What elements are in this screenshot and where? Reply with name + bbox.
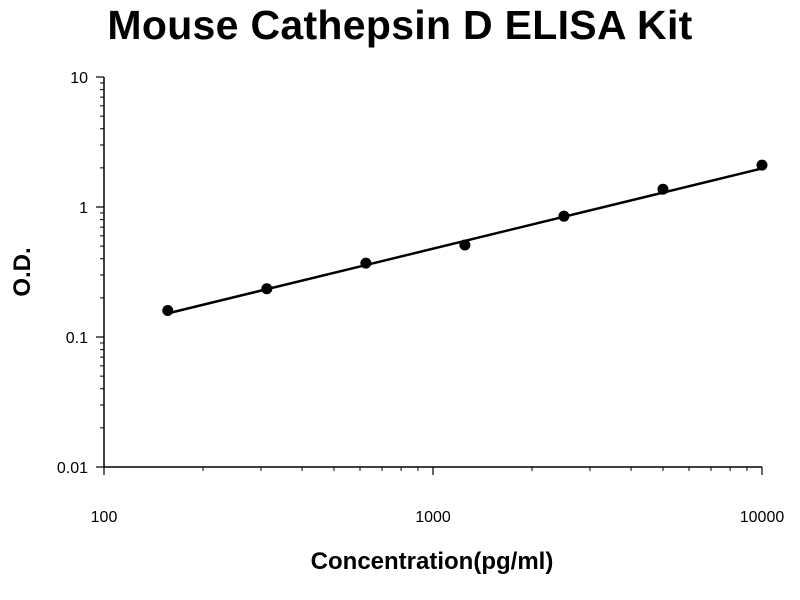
x-axis-label: Concentration(pg/ml) xyxy=(311,548,554,575)
x-tick-label: 100 xyxy=(91,509,118,526)
data-point xyxy=(558,210,570,222)
chart-title: Mouse Cathepsin D ELISA Kit xyxy=(107,2,693,48)
data-point xyxy=(261,283,273,295)
data-point xyxy=(459,239,471,251)
x-tick-label: 10000 xyxy=(740,509,785,526)
y-tick-label: 10 xyxy=(70,70,88,87)
data-marks xyxy=(162,159,768,316)
data-point xyxy=(756,159,768,171)
y-axis-label: O.D. xyxy=(9,247,36,296)
y-tick-label: 1 xyxy=(79,200,88,217)
x-tick-label: 1000 xyxy=(415,509,451,526)
axes: 0.01 0.1 1 10 100 1000 10000 xyxy=(57,70,784,526)
data-point xyxy=(360,257,372,269)
data-point xyxy=(162,304,174,316)
y-tick-label: 0.01 xyxy=(57,460,88,477)
data-point xyxy=(657,183,669,195)
y-tick-label: 0.1 xyxy=(66,330,88,347)
